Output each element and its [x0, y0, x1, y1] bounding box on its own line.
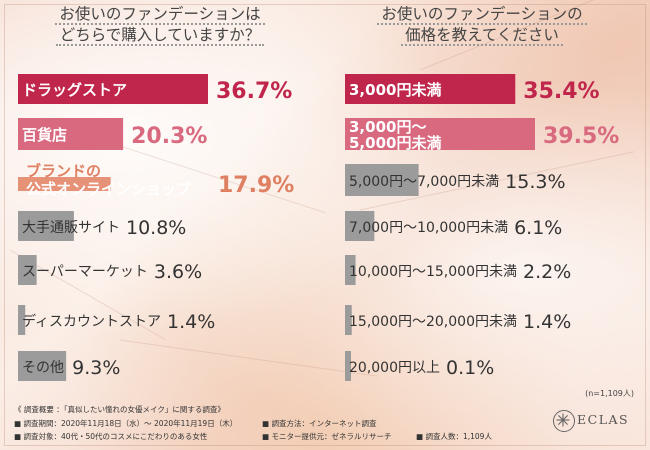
left-title-line-1: お使いのファンデーションは	[55, 5, 265, 25]
bar-label-1-2: 5,000円～7,000円未満	[349, 174, 499, 190]
marble-vein	[419, 0, 595, 71]
value-label-1-3: 6.1%	[514, 217, 562, 239]
right-chart-title: お使いのファンデーションの 価格を教えてください	[332, 4, 632, 46]
left-title-line-2: どちらで購入していますか？	[55, 26, 265, 46]
bar-label-0-2: 公式オンラインショップ	[26, 180, 192, 198]
value-label-0-6: 9.3%	[72, 357, 120, 379]
value-label-0-0: 36.7%	[216, 79, 292, 104]
right-title-line-2: 価格を教えてください	[401, 26, 563, 46]
value-label-0-5: 1.4%	[167, 311, 215, 333]
bar-0-2	[18, 177, 111, 191]
bar-label-0-3: 大手通販サイト	[22, 220, 120, 236]
bar-label-0-5: ディスカウントストア	[22, 313, 161, 330]
star-burst-icon	[553, 410, 575, 432]
bar-0-3	[18, 211, 74, 241]
value-label-0-4: 3.6%	[154, 261, 202, 283]
value-label-1-5: 1.4%	[523, 311, 571, 333]
value-label-1-4: 2.2%	[523, 261, 571, 283]
value-label-0-3: 10.8%	[126, 217, 186, 239]
value-label-1-6: 0.1%	[446, 357, 494, 379]
bar-label-0-2: ブランドの	[26, 162, 101, 180]
bar-0-4	[18, 255, 37, 285]
bar-label-0-1: 百貨店	[22, 126, 67, 144]
left-chart-title: お使いのファンデーションは どちらで購入していますか？	[10, 4, 310, 46]
bar-label-1-0: 3,000円未満	[349, 81, 441, 99]
marble-vein	[359, 151, 634, 211]
bar-1-6	[345, 351, 351, 381]
bar-1-3	[345, 211, 375, 241]
survey-provider: ■ モニター提供元：ゼネラルリサーチ	[262, 432, 392, 441]
value-label-1-0: 35.4%	[523, 79, 599, 104]
bar-label-1-1: 5,000円未満	[349, 134, 441, 152]
value-label-0-2: 17.9%	[218, 173, 294, 198]
survey-period: ■ 調査期間：2020年11月18日（水）～ 2020年11月19日（木）	[14, 419, 238, 428]
bar-0-5	[18, 305, 26, 335]
value-label-1-1: 39.5%	[543, 124, 619, 149]
bar-label-1-3: 7,000円～10,000円未満	[349, 220, 508, 236]
bar-label-1-5: 15,000円～20,000円未満	[349, 314, 517, 330]
survey-target: ■ 調査対象：40代・50代のコスメにこだわりのある女性	[14, 432, 208, 441]
bar-label-1-1: 3,000円～	[349, 118, 426, 136]
bar-label-0-6: その他	[22, 360, 64, 376]
right-title-line-1: お使いのファンデーションの	[377, 5, 587, 25]
sample-size-note: (n=1,109人)	[585, 389, 634, 398]
marble-vein	[119, 339, 378, 377]
logo-text: ECLAS	[577, 412, 630, 427]
bar-label-0-0: ドラッグストア	[22, 81, 127, 99]
value-label-0-1: 20.3%	[131, 124, 207, 149]
bar-1-2	[345, 164, 419, 196]
bar-0-1	[18, 118, 124, 150]
bar-1-5	[345, 305, 352, 335]
bar-1-4	[345, 255, 356, 285]
bar-1-0	[345, 74, 516, 104]
survey-overview: 《 調査概要 ：「真似したい憧れの女優メイク」に関する調査》	[14, 405, 225, 414]
survey-count: ■ 調査人数：1,109人	[416, 432, 492, 441]
survey-method: ■ 調査方法：インターネット調査	[262, 419, 377, 428]
bar-label-1-4: 10,000円～15,000円未満	[349, 264, 517, 280]
bar-1-1	[345, 118, 535, 150]
bar-label-0-4: スーパーマーケット	[22, 264, 148, 280]
value-label-1-2: 15.3%	[505, 171, 565, 193]
bar-label-1-6: 20,000円以上	[349, 360, 440, 376]
bar-0-6	[18, 351, 67, 381]
bar-0-0	[18, 74, 208, 104]
